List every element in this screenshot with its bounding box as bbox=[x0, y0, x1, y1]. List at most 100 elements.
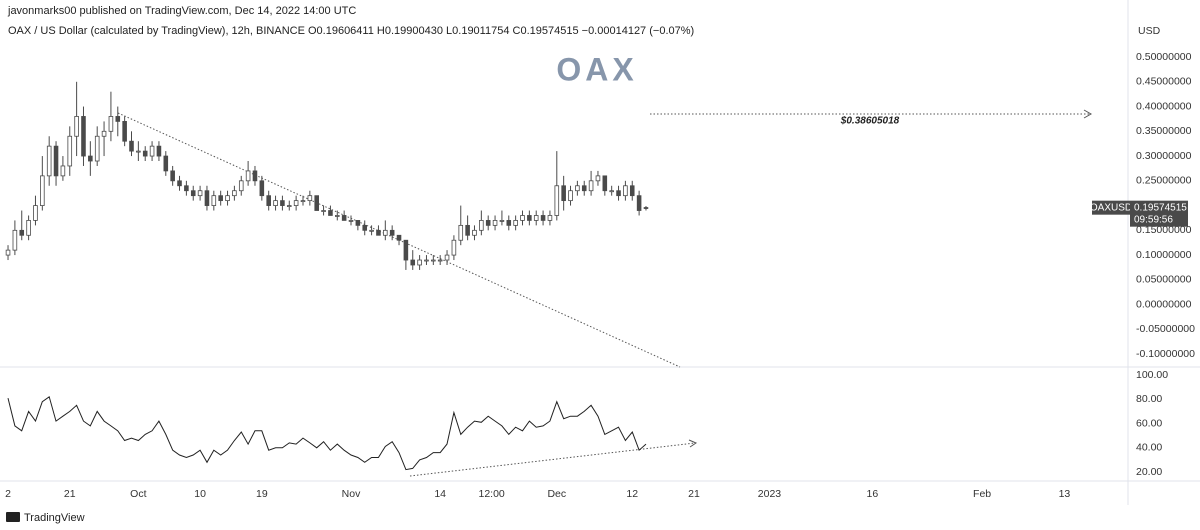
candle-body bbox=[177, 180, 182, 187]
price-tag-bg bbox=[1130, 200, 1188, 227]
candle-body bbox=[444, 254, 450, 261]
candle-body bbox=[252, 170, 258, 182]
candle-body bbox=[499, 220, 505, 222]
candle-body bbox=[321, 210, 326, 212]
candle-body bbox=[465, 224, 470, 236]
candle-body bbox=[225, 195, 230, 202]
x-tick-label: Oct bbox=[130, 488, 146, 500]
candle-body bbox=[204, 190, 210, 206]
price-tag: 0.19574515 bbox=[1134, 202, 1187, 213]
candle-body bbox=[300, 200, 306, 203]
candle-body bbox=[389, 229, 395, 236]
x-tick-label: 21 bbox=[688, 488, 700, 500]
footer-brand: TradingView bbox=[24, 512, 85, 524]
y-tick-label: 80.00 bbox=[1136, 393, 1162, 405]
legend-text: OAX / US Dollar (calculated by TradingVi… bbox=[8, 25, 305, 37]
candle-body bbox=[142, 150, 148, 157]
rsi-trend-line bbox=[409, 442, 696, 477]
candle-body bbox=[602, 175, 608, 192]
y-tick-label: 0.15000000 bbox=[1136, 224, 1192, 236]
candle-body bbox=[479, 220, 484, 231]
candle-body bbox=[129, 140, 134, 152]
watermark: OAX bbox=[556, 51, 637, 87]
candle-body bbox=[12, 229, 18, 251]
candle-body bbox=[273, 200, 278, 206]
candle-body bbox=[307, 195, 313, 202]
candle-body bbox=[184, 185, 189, 192]
y-tick-label: -0.05000000 bbox=[1136, 323, 1195, 335]
x-tick-label: 2 bbox=[5, 488, 11, 500]
rsi-line bbox=[7, 395, 647, 471]
candle-body bbox=[362, 224, 368, 231]
candle-body bbox=[437, 259, 443, 262]
candle-body bbox=[67, 135, 73, 167]
candle-body bbox=[211, 195, 217, 206]
candle-body bbox=[280, 200, 285, 206]
x-tick-label: 12:00 bbox=[478, 488, 504, 500]
candle-body bbox=[616, 190, 621, 197]
candle-body bbox=[101, 130, 107, 137]
x-tick-label: Dec bbox=[547, 488, 566, 500]
candle-body bbox=[424, 259, 429, 262]
logo-mark bbox=[6, 512, 20, 522]
candle-body bbox=[513, 220, 518, 226]
y-tick-label: 60.00 bbox=[1136, 417, 1162, 429]
target-label: $0.38605018 bbox=[840, 116, 900, 127]
candle-body bbox=[232, 190, 237, 197]
candle-body bbox=[5, 249, 11, 256]
candle-body bbox=[156, 145, 162, 157]
candle-body bbox=[540, 215, 546, 221]
candle-body bbox=[122, 121, 127, 142]
candle-body bbox=[33, 205, 38, 221]
candle-body bbox=[53, 145, 59, 177]
candle-body bbox=[163, 155, 169, 172]
y-tick-label: 0.40000000 bbox=[1136, 100, 1192, 112]
published-line: javonmarks00 published on TradingView.co… bbox=[7, 5, 356, 17]
candle-body bbox=[629, 185, 635, 197]
candle-body bbox=[431, 259, 436, 262]
candle-body bbox=[623, 185, 628, 197]
candle-body bbox=[527, 215, 532, 221]
symbol-tag: OAXUSD bbox=[1090, 202, 1132, 213]
rsi-trend-arrow bbox=[688, 439, 698, 448]
candle-body bbox=[396, 234, 402, 241]
x-tick-label: 19 bbox=[256, 488, 268, 500]
y-tick-label: 0.05000000 bbox=[1136, 274, 1192, 286]
x-tick-label: 21 bbox=[64, 488, 76, 500]
ohlc-open: O0.19606411 bbox=[308, 25, 374, 37]
candle-body bbox=[595, 175, 601, 182]
candle-body bbox=[40, 175, 45, 206]
candle-body bbox=[94, 135, 100, 162]
candle-body bbox=[245, 170, 251, 182]
candle-body bbox=[417, 259, 422, 266]
candle-body bbox=[197, 190, 203, 197]
y-tick-label: 0.45000000 bbox=[1136, 76, 1192, 88]
candle-body bbox=[403, 239, 409, 261]
y-tick-label: 0.25000000 bbox=[1136, 175, 1192, 187]
candle-body bbox=[335, 215, 340, 217]
candle-body bbox=[81, 116, 86, 157]
candle-body bbox=[74, 116, 79, 137]
x-tick-label: 2023 bbox=[758, 488, 782, 500]
candle-body bbox=[293, 200, 299, 206]
symbol-legend: OAX / US Dollar (calculated by TradingVi… bbox=[8, 25, 694, 37]
candle-body bbox=[451, 239, 457, 256]
y-tick-label: 0.10000000 bbox=[1136, 249, 1192, 261]
y-axis-label: USD bbox=[1138, 25, 1161, 37]
candle-body bbox=[266, 195, 271, 206]
candle-body bbox=[60, 165, 66, 177]
y-tick-label: 0.00000000 bbox=[1136, 298, 1192, 310]
candle-body bbox=[575, 185, 580, 192]
candle-body bbox=[383, 229, 388, 236]
candle-body bbox=[547, 215, 553, 221]
candle-body bbox=[26, 220, 31, 236]
ohlc-close: C0.19574515 bbox=[513, 25, 579, 37]
candle-body bbox=[286, 205, 292, 207]
ohlc-high: H0.19900430 bbox=[377, 25, 443, 37]
candle-body bbox=[88, 155, 93, 162]
target-arrow bbox=[1083, 109, 1093, 119]
y-tick-label: 0.30000000 bbox=[1136, 150, 1192, 162]
candle-body bbox=[314, 195, 319, 211]
